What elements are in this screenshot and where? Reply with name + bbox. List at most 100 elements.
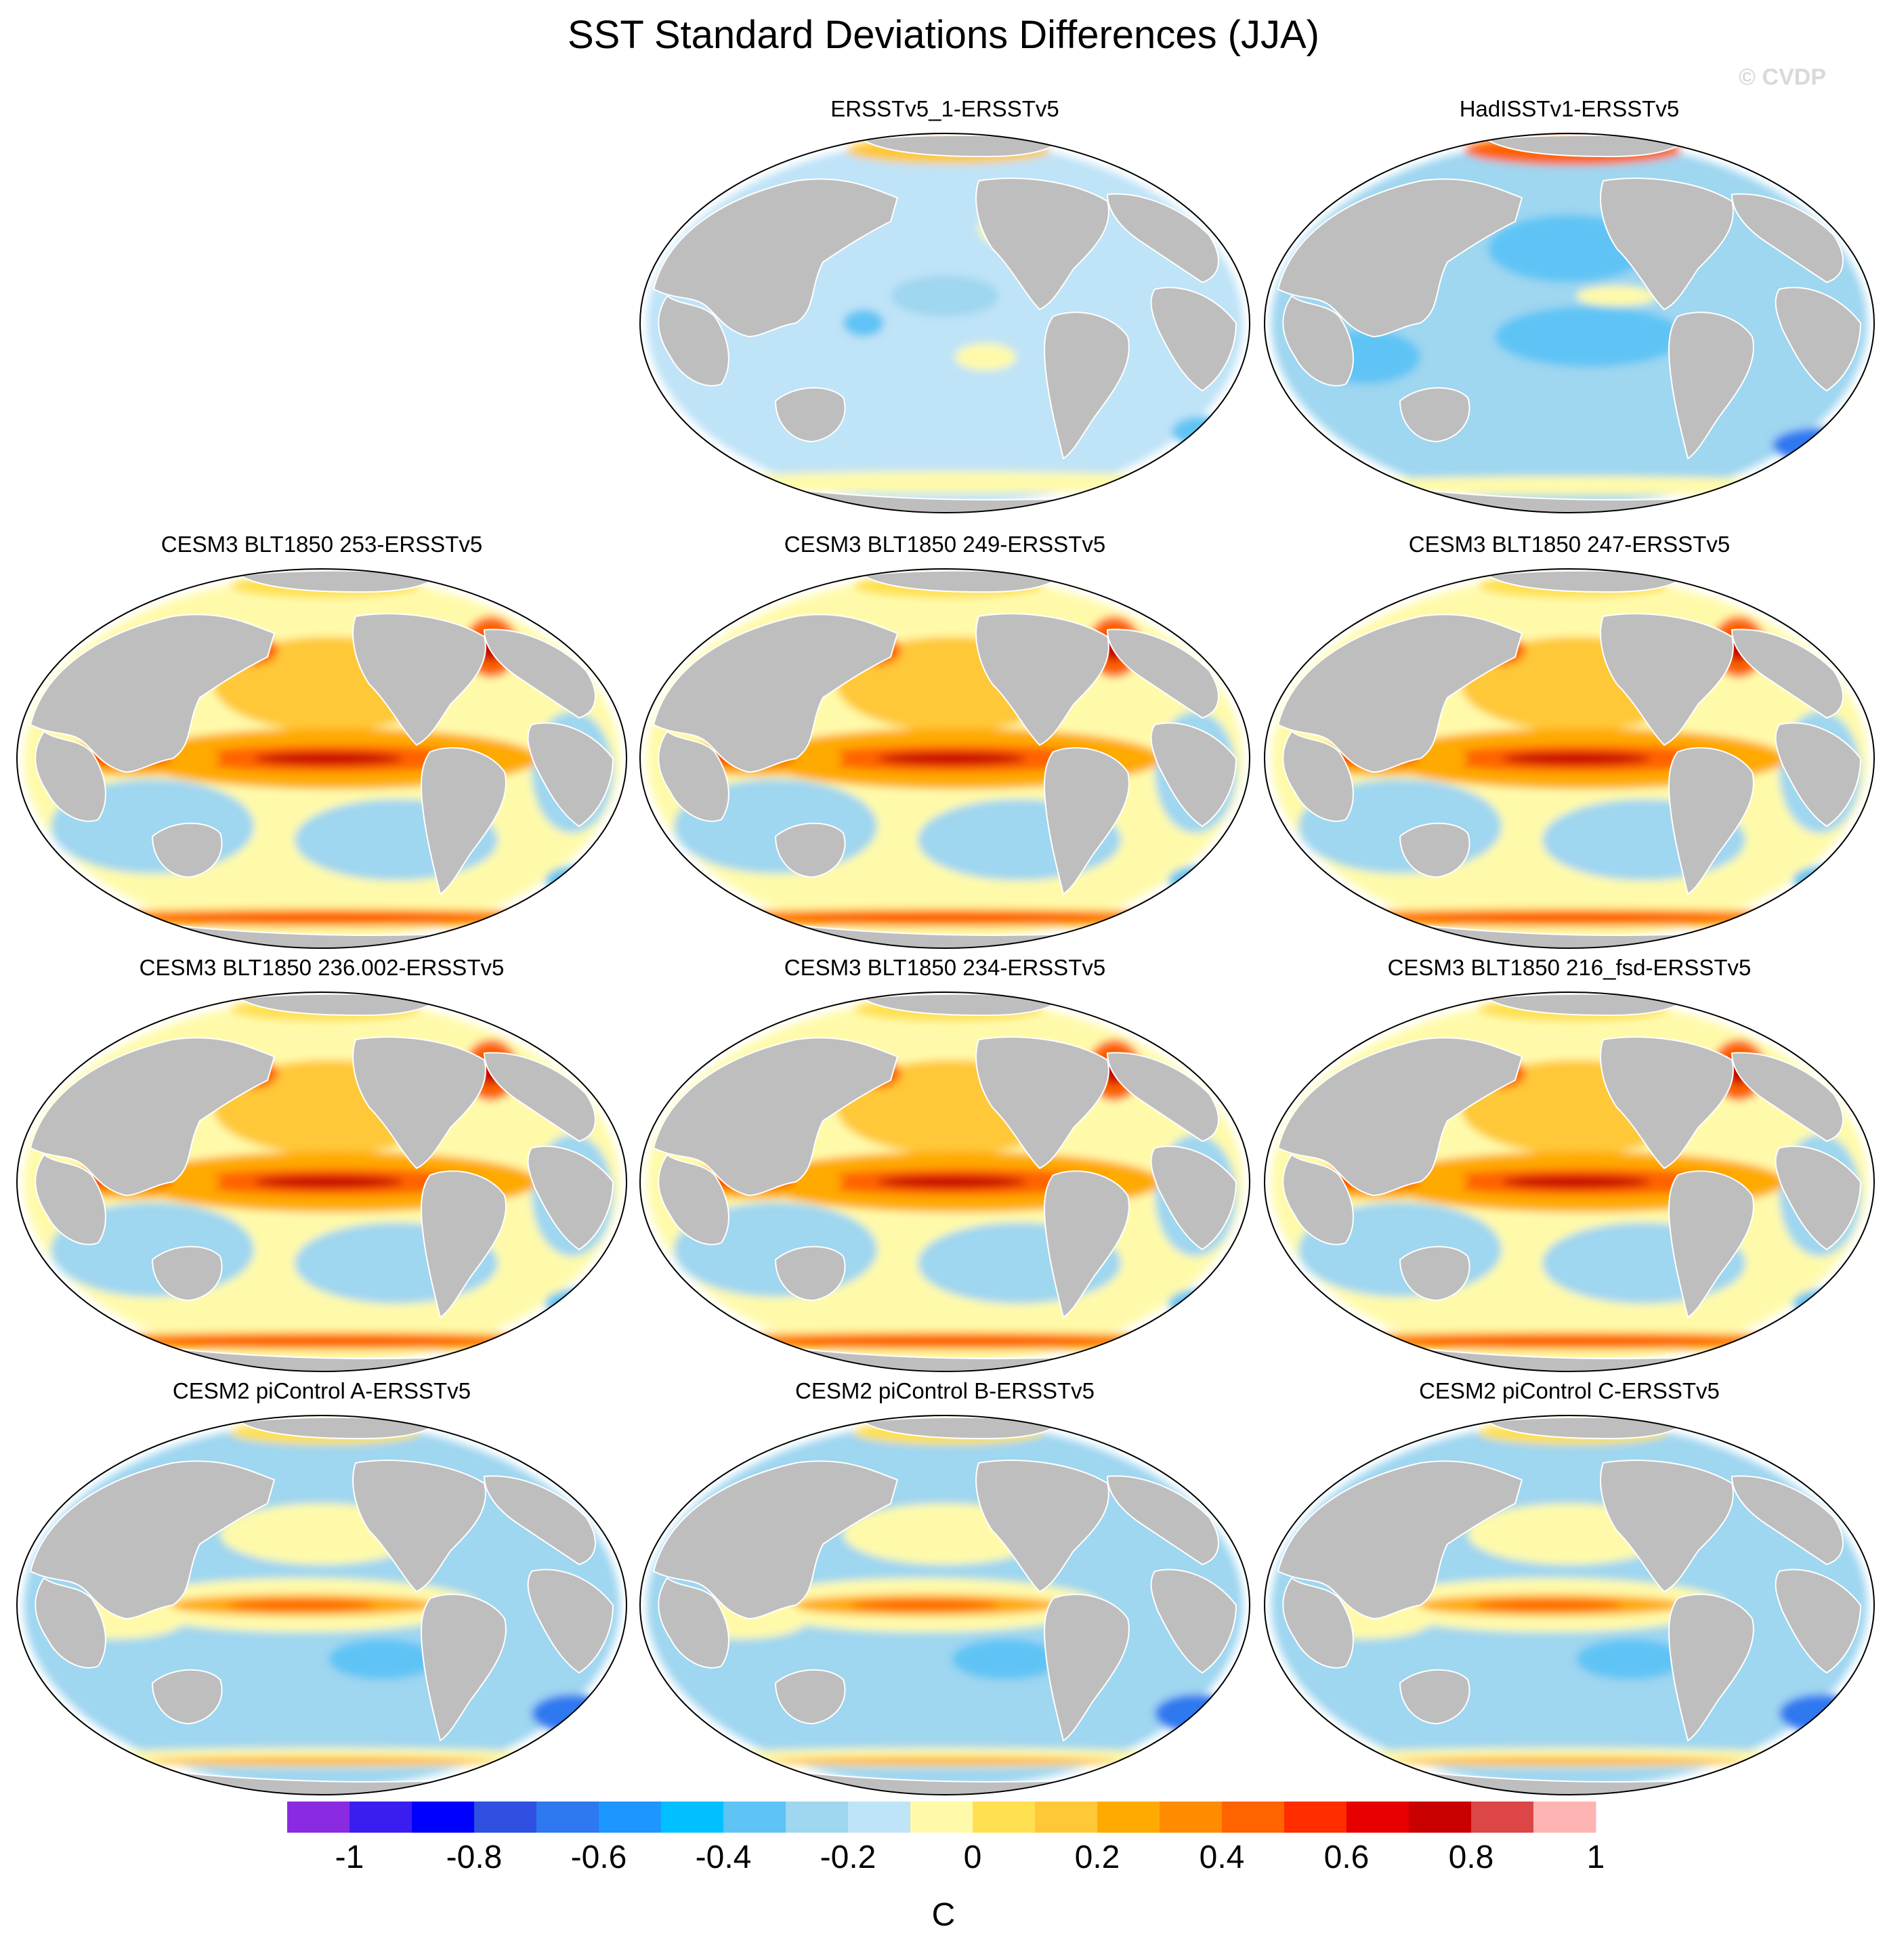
global-map [16,1415,627,1795]
panel-title: CESM2 piControl B-ERSSTv5 [795,1378,1095,1403]
africa-west-land [1282,730,1354,822]
equatorial-patch [1576,286,1657,306]
southern-ocean-band [687,471,1202,493]
north-america-land [1600,613,1734,746]
south-pacific-low [328,1639,437,1680]
global-map [639,568,1250,949]
equatorial-peak [254,752,403,765]
arctic-sea-band [1486,134,1687,158]
australia-land [1399,1245,1470,1302]
global-map [1264,568,1875,949]
colorbar-tick-label: -0.2 [820,1839,876,1875]
colorbar-units: C [931,1897,956,1933]
australia-land [1399,822,1470,878]
central-pacific-low [891,276,999,316]
panel-title: CESM3 BLT1850 253-ERSSTv5 [161,532,483,557]
north-america-land [352,1036,486,1170]
map-panel: ERSSTv5_1-ERSSTv5 [637,96,1253,530]
africa-east-land [527,722,614,828]
map-border [1264,992,1875,1372]
africa-west-land [658,1153,729,1245]
eurasia-land [652,1037,899,1197]
eurasia-land [1277,1037,1523,1197]
panel-title: CESM3 BLT1850 216_fsd-ERSSTv5 [1387,955,1752,980]
southern-ocean-core [769,1757,1121,1765]
panel-title: CESM2 piControl A-ERSSTv5 [172,1378,471,1403]
global-map [639,133,1250,513]
eurasia-land [29,1460,276,1620]
map-panel: CESM3 BLT1850 249-ERSSTv5 [637,532,1253,965]
global-map [1264,1415,1875,1795]
arctic-sea-band [238,570,439,593]
africa-east-land [1775,1569,1862,1674]
south-america-land [1668,747,1754,895]
south-america-land [1044,1170,1130,1319]
eurasia-land [652,1460,899,1620]
colorbar-tick-label: -0.4 [695,1839,752,1875]
south-america-land [1668,312,1754,460]
equatorial-peak [1502,752,1651,765]
south-america-land [421,747,507,895]
colorbar-tick-label: -0.8 [446,1839,503,1875]
europe-land [483,1052,596,1143]
africa-east-land [527,1145,614,1251]
southern-ocean-core [1366,914,1773,922]
north-america-land [975,613,1109,746]
cvdp-credit: © CVDP [1739,64,1826,90]
equatorial-core [850,1600,999,1611]
africa-east-land [1150,1569,1237,1674]
europe-land [1106,193,1219,284]
global-map [1264,133,1875,513]
africa-west-land [35,730,106,822]
africa-west-land [658,730,729,822]
africa-west-land [1282,1153,1354,1245]
arctic-sea-band [238,993,439,1017]
africa-east-land [1775,722,1862,828]
eurasia-land [1277,1460,1523,1620]
australia-land [774,822,846,878]
south-atlantic-low [1172,417,1233,446]
north-america-land [1600,1036,1734,1170]
australia-land [151,822,223,878]
global-map [16,568,627,949]
map-border [16,568,627,949]
equatorial-core [227,1600,376,1611]
colorbar-tick-label: 0 [963,1839,982,1875]
eurasia-land [652,614,899,773]
panel-title: CESM3 BLT1850 247-ERSSTv5 [1408,532,1731,557]
map-panel: CESM2 piControl C-ERSSTv5 [1261,1378,1878,1812]
south-america-land [421,1594,507,1742]
equatorial-core [1475,1600,1624,1611]
map-panel: CESM3 BLT1850 234-ERSSTv5 [637,955,1253,1388]
southern-ocean-core [742,914,1148,922]
europe-land [1731,1475,1844,1566]
south-pacific-low [1495,306,1684,367]
arctic-sea-band [238,1416,439,1440]
africa-east-land [1775,1145,1862,1251]
map-border [1264,1415,1875,1795]
north-america-land [352,613,486,746]
eurasia-land [29,614,276,773]
colorbar-tick-label: 1 [1586,1839,1605,1875]
colorbar-tick-label: 0.6 [1323,1839,1370,1875]
global-map [16,992,627,1372]
map-panel: CESM3 BLT1850 216_fsd-ERSSTv5 [1261,955,1878,1388]
panel-title: ERSSTv5_1-ERSSTv5 [830,96,1059,121]
africa-west-land [1282,295,1354,387]
south-america-land [1668,1170,1754,1319]
north-america-land [352,1460,486,1593]
tropical-east-patch [955,343,1016,370]
arctic-sea-band [862,993,1062,1017]
figure-title: SST Standard Deviations Differences (JJA… [567,13,1319,57]
equatorial-peak [877,1175,1026,1189]
arctic-sea-band [1486,1416,1687,1440]
south-america-land [1044,1594,1130,1742]
southern-ocean-core [146,1757,498,1765]
map-border [1264,133,1875,513]
europe-land [1731,193,1844,284]
australia-land [151,1669,223,1725]
map-border [16,1415,627,1795]
australia-land [774,387,846,443]
africa-west-land [658,295,729,387]
arctic-sea-band [1486,993,1687,1017]
